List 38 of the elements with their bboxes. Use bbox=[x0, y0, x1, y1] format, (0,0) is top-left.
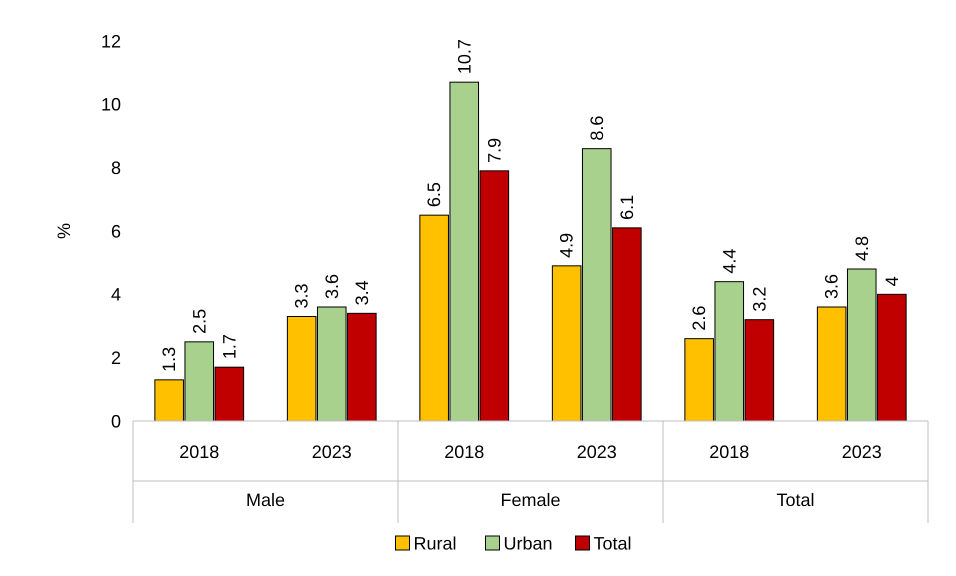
data-label: 3.6 bbox=[322, 274, 342, 299]
y-tick-label: 2 bbox=[110, 348, 121, 368]
data-label: 1.3 bbox=[159, 346, 180, 372]
data-label: 3.4 bbox=[352, 280, 372, 306]
text: Male bbox=[246, 490, 286, 510]
data-label: 4 bbox=[882, 276, 902, 286]
data-label: 4.9 bbox=[556, 232, 577, 258]
x-tick-label: 2023 bbox=[842, 442, 882, 462]
data-label: 8.6 bbox=[586, 116, 607, 141]
data-label: 7.9 bbox=[484, 138, 504, 163]
y-tick-label: 12 bbox=[100, 31, 121, 52]
data-label: 3.2 bbox=[749, 286, 770, 312]
data-label: 2.5 bbox=[189, 308, 210, 334]
data-label: 2.6 bbox=[689, 306, 710, 331]
legend-label: Urban bbox=[504, 533, 553, 554]
data-label: 10.7 bbox=[454, 39, 474, 74]
y-tick-label: 6 bbox=[110, 221, 121, 242]
data-label: 1.7 bbox=[219, 334, 240, 360]
text: Female bbox=[500, 490, 561, 510]
data-label: 3.6 bbox=[822, 274, 842, 299]
y-tick-label: 8 bbox=[110, 158, 121, 178]
y-axis-title: % bbox=[54, 222, 74, 240]
x-tick-label: 2018 bbox=[179, 442, 220, 462]
x-tick-label: 2023 bbox=[576, 442, 617, 462]
x-tick-label: 2018 bbox=[709, 442, 750, 462]
legend-label: Rural bbox=[414, 533, 457, 554]
data-label: 4.4 bbox=[719, 248, 740, 274]
text: Total bbox=[776, 490, 815, 510]
legend-label: Total bbox=[594, 533, 632, 554]
data-label: 4.8 bbox=[852, 236, 872, 261]
data-label: 3.3 bbox=[292, 283, 312, 308]
y-tick-label: 0 bbox=[110, 411, 121, 432]
data-label: 6.5 bbox=[424, 182, 444, 208]
x-tick-label: 2018 bbox=[444, 442, 484, 462]
data-label: 6.1 bbox=[616, 194, 637, 220]
y-tick-label: 4 bbox=[110, 284, 121, 305]
y-tick-label: 10 bbox=[100, 94, 121, 115]
x-tick-label: 2023 bbox=[312, 442, 352, 462]
